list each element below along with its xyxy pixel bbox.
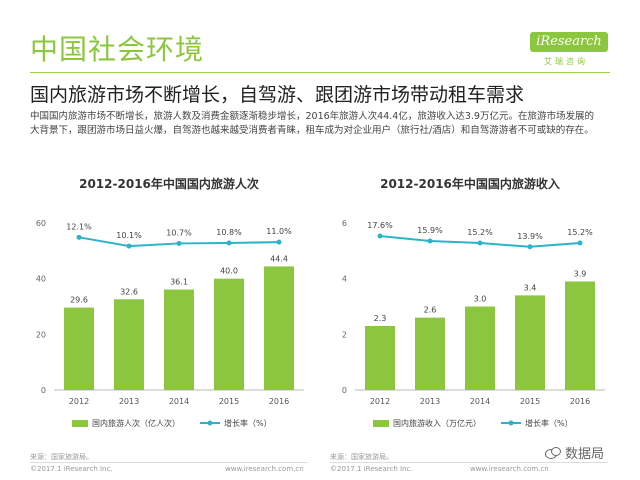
bar xyxy=(264,266,294,390)
bar-value-label: 32.6 xyxy=(120,287,138,296)
legend-bar-swatch xyxy=(72,420,88,427)
bar xyxy=(465,306,495,390)
bar xyxy=(64,307,94,390)
y-tick-label: 40 xyxy=(36,275,46,284)
watermark: 数据局 xyxy=(545,443,604,462)
bar-value-label: 36.1 xyxy=(170,278,188,287)
chart-title: 2012-2016年中国国内旅游人次 xyxy=(79,176,259,191)
chart-right: 2012-2016年中国国内旅游收入 0 2 4 6 2.3 2012 17.6% 2.6 201… xyxy=(325,168,615,468)
bar-value-label: 3.4 xyxy=(524,283,537,292)
y-tick-label: 2 xyxy=(342,330,347,339)
source-right: 来源：国家旅游局。 xyxy=(330,453,393,461)
rate-value-label: 15.2% xyxy=(467,228,493,237)
rate-value-label: 15.9% xyxy=(417,226,443,235)
copyright-right: ©2017.1 iResearch Inc. xyxy=(330,465,413,473)
x-tick-label: 2015 xyxy=(219,397,239,406)
y-tick-label: 4 xyxy=(342,275,347,284)
rate-point xyxy=(226,240,232,246)
bar-value-label: 29.6 xyxy=(70,296,88,305)
site-left: www.iresearch.com.cn xyxy=(225,465,304,473)
rate-value-label: 10.8% xyxy=(216,228,242,237)
y-tick-label: 60 xyxy=(36,219,46,228)
bar xyxy=(164,289,194,390)
x-tick-label: 2014 xyxy=(470,397,490,406)
watermark-text: 数据局 xyxy=(565,447,605,462)
legend-bar-swatch xyxy=(373,420,389,427)
bar xyxy=(114,299,144,390)
site-right: www.iresearch.com.cn xyxy=(470,465,549,473)
bar-value-label: 40.0 xyxy=(220,267,238,276)
bar xyxy=(365,325,395,390)
wechat-icon xyxy=(545,446,561,459)
logo-subtext: 艾瑞咨询 xyxy=(544,57,588,66)
bar xyxy=(515,295,545,390)
chart-left: 2012-2016年中国国内旅游人次 0 20 40 60 29.6 2012 12.1% 32… xyxy=(24,168,314,468)
legend-line-point xyxy=(207,420,213,426)
rate-point xyxy=(577,240,583,246)
rate-value-label: 12.1% xyxy=(66,222,92,231)
source-left: 来源：国家旅游局。 xyxy=(30,453,93,461)
bar-value-label: 2.6 xyxy=(424,306,437,315)
page-title: 中国社会环境 xyxy=(30,33,205,66)
title-rule xyxy=(30,72,610,73)
rate-value-label: 17.6% xyxy=(367,221,393,230)
bar xyxy=(565,281,595,390)
legend-line-label: 增长率（%） xyxy=(224,418,272,428)
rate-point xyxy=(527,244,533,250)
intro-paragraph: 中国国内旅游市场不断增长，旅游人数及消费金额逐渐稳步增长，2016年旅游人次44… xyxy=(30,111,594,136)
x-tick-label: 2016 xyxy=(269,397,289,406)
x-tick-label: 2013 xyxy=(119,397,139,406)
page-subtitle: 国内旅游市场不断增长，自驾游、跟团游市场带动租车需求 xyxy=(30,84,525,106)
legend-bar-label: 国内旅游收入（万亿元） xyxy=(393,418,481,428)
y-tick-label: 20 xyxy=(36,330,46,339)
y-tick-label: 0 xyxy=(41,386,46,395)
bar-value-label: 2.3 xyxy=(374,314,387,323)
bar-value-label: 3.9 xyxy=(574,269,587,278)
x-tick-label: 2013 xyxy=(420,397,440,406)
legend-line-label: 增长率（%） xyxy=(525,418,573,428)
bar-value-label: 3.0 xyxy=(474,295,487,304)
bar xyxy=(415,317,445,390)
rate-point xyxy=(477,240,483,246)
rate-point xyxy=(427,238,433,244)
chart-title: 2012-2016年中国国内旅游收入 xyxy=(380,176,560,191)
rate-value-label: 13.9% xyxy=(517,232,543,241)
bar-value-label: 44.4 xyxy=(270,254,288,263)
copyright-left: ©2017.1 iResearch Inc. xyxy=(30,465,113,473)
chart-right-svg: 2012-2016年中国国内旅游收入 0 2 4 6 2.3 2012 17.6% 2.6 201… xyxy=(342,176,605,428)
rate-point xyxy=(76,234,82,240)
rate-value-label: 15.2% xyxy=(567,228,593,237)
x-tick-label: 2015 xyxy=(520,397,540,406)
footer-rule-left xyxy=(30,462,308,463)
x-tick-label: 2012 xyxy=(370,397,390,406)
iresearch-logo: iResearch 艾瑞咨询 xyxy=(530,26,618,72)
rate-value-label: 10.1% xyxy=(116,231,142,240)
rate-point xyxy=(377,233,383,239)
logo-wordmark: iResearch xyxy=(530,32,608,52)
rate-point xyxy=(176,240,182,246)
y-tick-label: 0 xyxy=(342,386,347,395)
rate-value-label: 11.0% xyxy=(266,227,292,236)
bar xyxy=(214,278,244,390)
chart-left-svg: 2012-2016年中国国内旅游人次 0 20 40 60 29.6 2012 12.1% 32… xyxy=(36,176,304,428)
rate-point xyxy=(276,239,282,245)
y-tick-label: 6 xyxy=(342,219,347,228)
rate-point xyxy=(126,243,132,249)
x-tick-label: 2016 xyxy=(570,397,590,406)
legend-bar-label: 国内旅游人次（亿人次） xyxy=(92,418,180,428)
rate-value-label: 10.7% xyxy=(166,228,192,237)
footer-rule-right xyxy=(330,462,608,463)
legend-line-point xyxy=(508,420,514,426)
x-tick-label: 2012 xyxy=(69,397,89,406)
x-tick-label: 2014 xyxy=(169,397,189,406)
